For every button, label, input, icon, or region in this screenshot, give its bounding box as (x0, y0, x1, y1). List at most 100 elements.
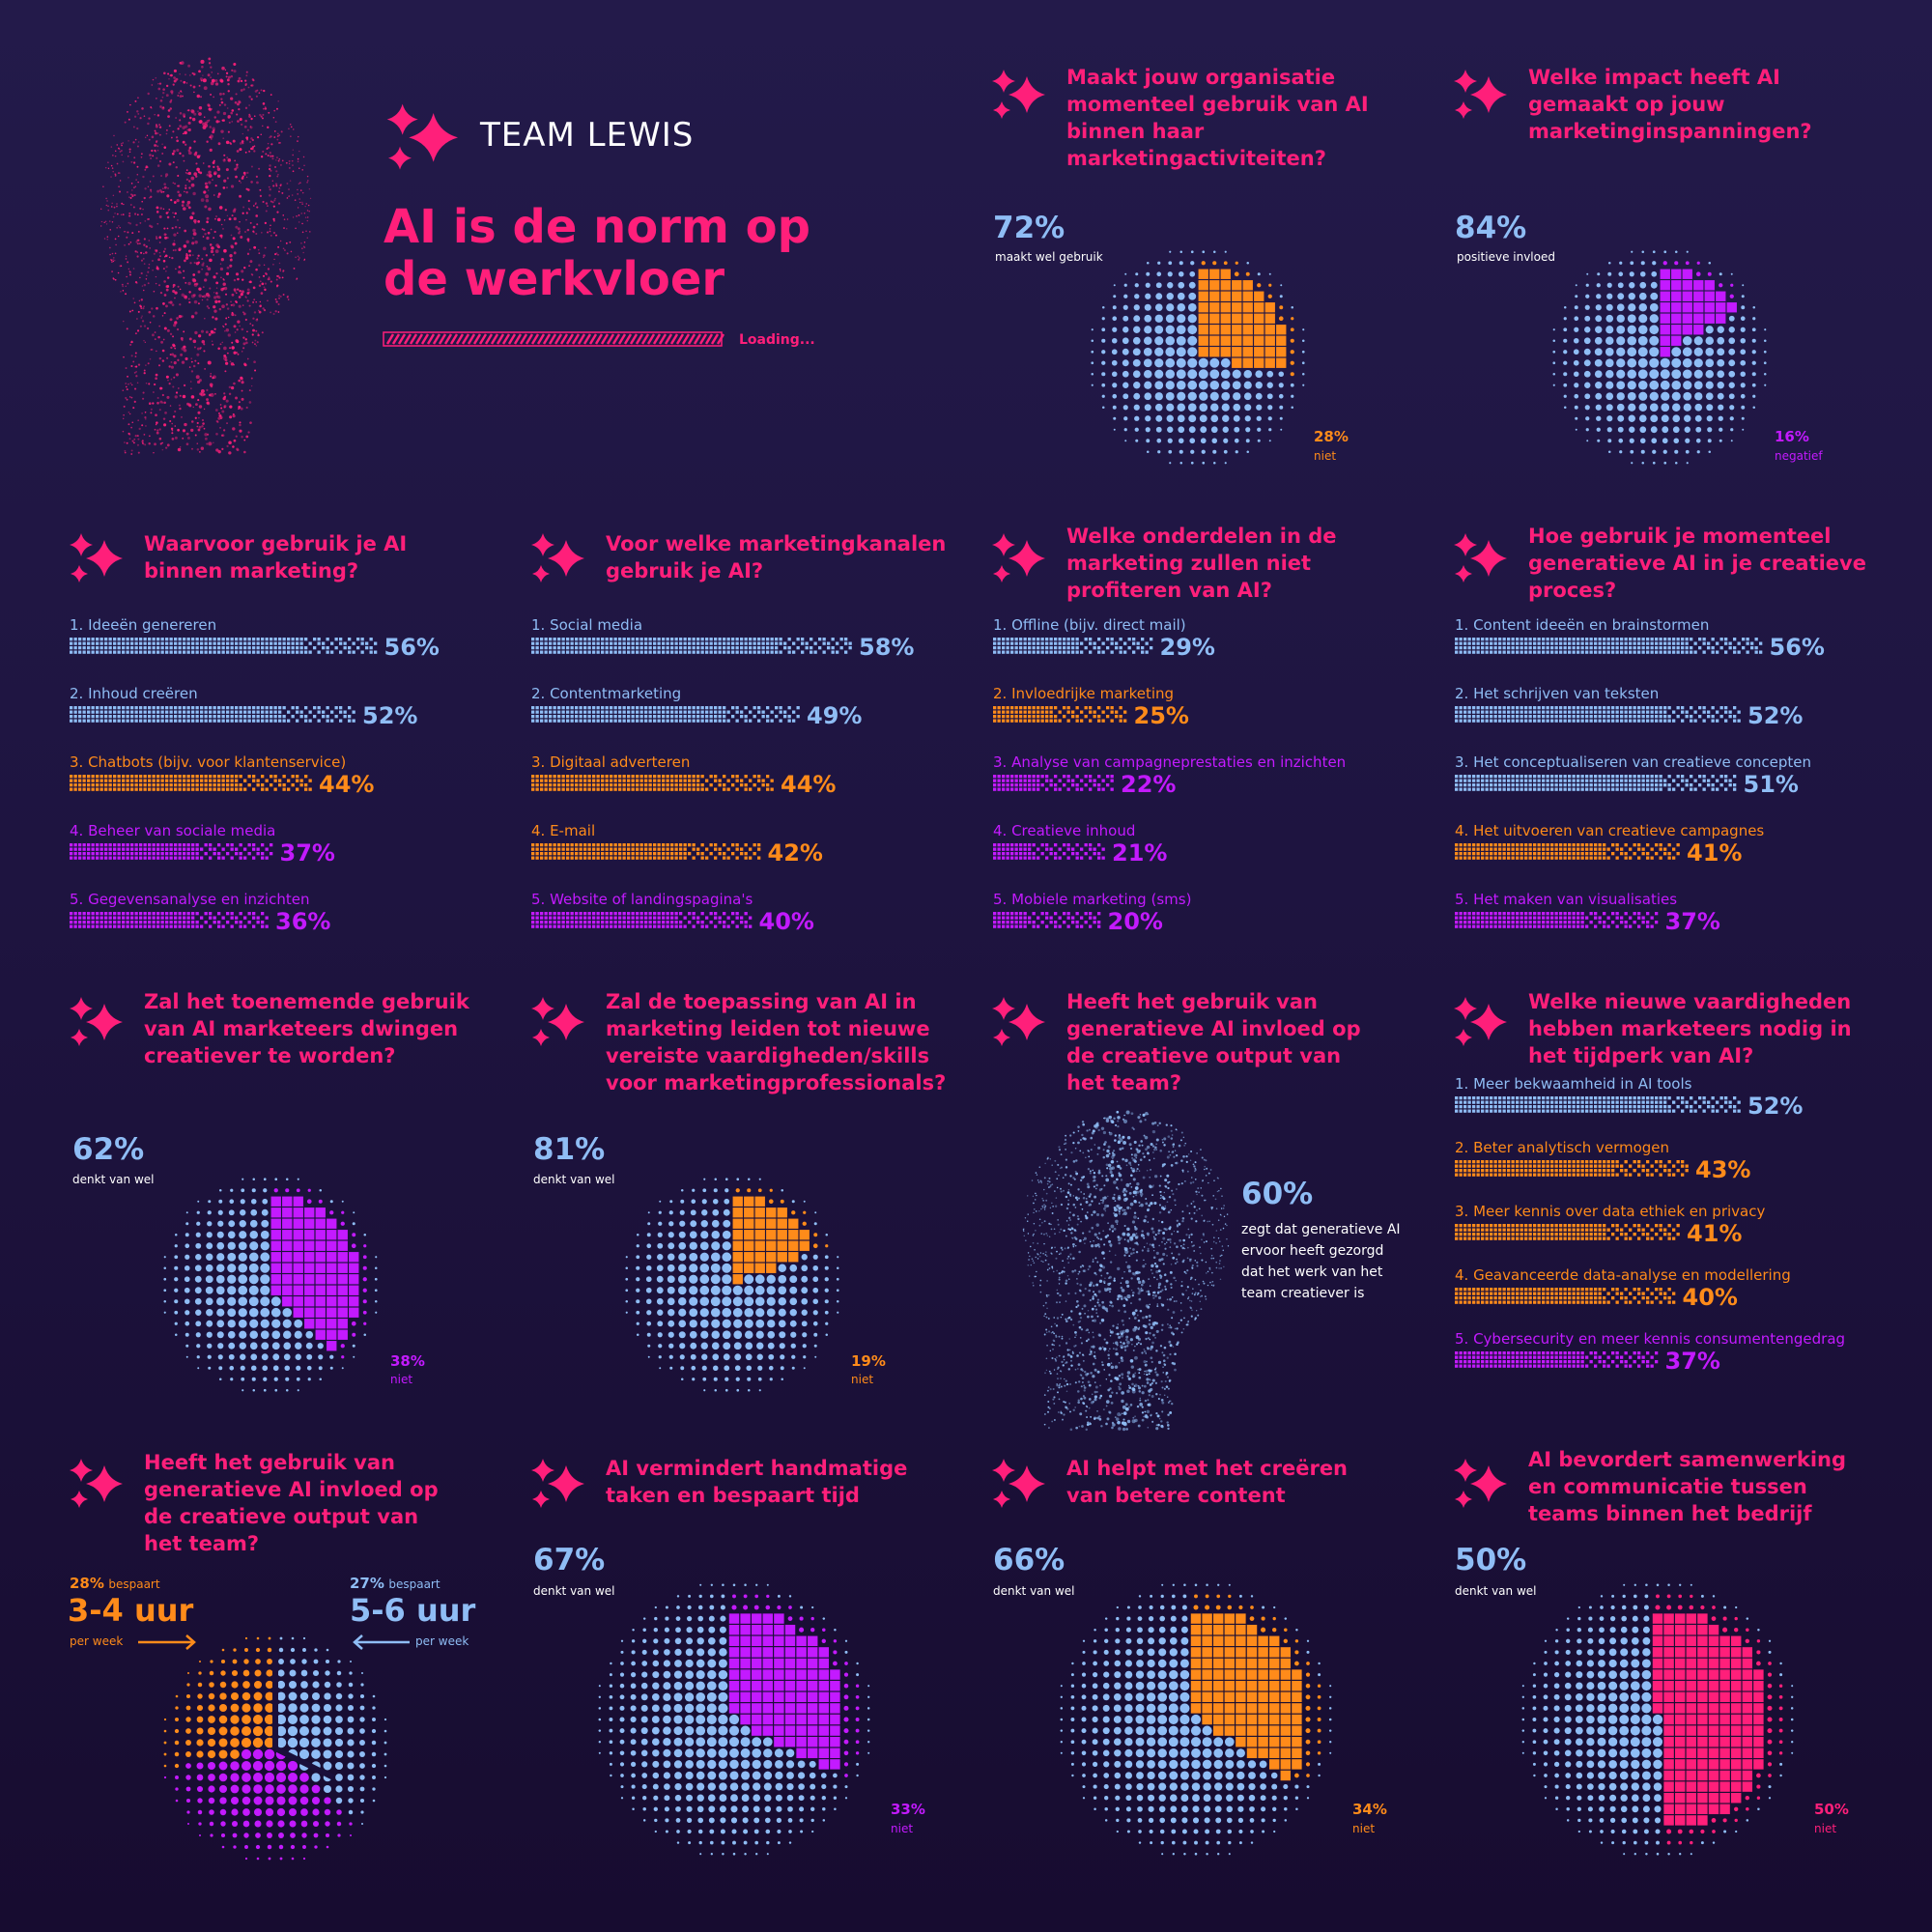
bar-cell (1485, 650, 1489, 654)
bar-cell (1045, 706, 1049, 710)
sparkle-icon (992, 533, 1045, 582)
pie-dot-main (1637, 380, 1648, 390)
bar-cell (1093, 916, 1096, 920)
face-dot (181, 339, 184, 342)
face-dot (166, 276, 170, 279)
bar-cell (195, 847, 199, 851)
face-dot (99, 225, 102, 227)
face-dot (141, 285, 144, 287)
bar-cell (113, 787, 117, 791)
face-dot (185, 356, 188, 361)
bar-cell (73, 847, 77, 851)
bar-cell (766, 775, 770, 779)
bar-cell (622, 787, 626, 791)
bar-cell (566, 710, 570, 714)
bar-cell (566, 856, 570, 860)
bar-cell (108, 921, 112, 924)
face-dot (196, 353, 200, 356)
bar-cell (299, 641, 303, 645)
bar-cell (322, 646, 326, 650)
face-dot (255, 318, 259, 322)
bar-cell (1037, 646, 1040, 650)
bar-cell (674, 847, 678, 851)
bar-cell (169, 715, 173, 719)
bar-cell (575, 783, 579, 787)
bar-cell (618, 779, 622, 782)
bar-cell (247, 715, 251, 719)
bar-cell (622, 775, 626, 779)
face-dot (160, 340, 164, 344)
bar-cell (252, 638, 256, 641)
bar-cell (648, 775, 652, 779)
face-dot (207, 231, 211, 235)
bar-cell (688, 650, 692, 654)
pie-dot-main (1594, 348, 1603, 356)
face-dot (242, 212, 244, 214)
pie-dot-main (1145, 293, 1151, 299)
pie-dot-main (1674, 461, 1678, 465)
bar-cell (304, 650, 308, 654)
face-dot (208, 307, 211, 309)
bar-cell (287, 779, 291, 782)
bar-cell (622, 641, 626, 645)
bar-cell (104, 650, 108, 654)
pie-dot-main (1113, 284, 1116, 287)
face-dot (190, 360, 193, 363)
face-dot (226, 214, 229, 217)
face-dot (114, 238, 117, 241)
pie-dot-main (1628, 414, 1635, 422)
face-dot (252, 230, 255, 233)
face-dot (132, 268, 135, 270)
face-dot (196, 347, 200, 351)
bar-cell (561, 921, 565, 924)
pie-dot-main (1210, 426, 1218, 434)
face-dot (159, 386, 163, 390)
face-dot (141, 320, 145, 323)
face-dot (296, 215, 298, 217)
face-dot (130, 449, 133, 452)
pie-dot-main (1627, 369, 1637, 380)
bar-cell (313, 706, 317, 710)
face-dot (299, 182, 301, 185)
bar-cell (636, 783, 639, 787)
pie-dot-main (1563, 338, 1568, 343)
face-dot (242, 304, 244, 306)
face-dot (156, 236, 157, 238)
face-dot (137, 181, 139, 184)
bar-cell (570, 783, 574, 787)
bar-cell (1058, 924, 1062, 928)
bar-cell (993, 779, 997, 782)
pie-dot-main (1705, 347, 1715, 356)
bar-cell (209, 650, 213, 654)
bar-cell (169, 921, 173, 924)
bar-cell (99, 787, 103, 791)
face-dot (223, 354, 227, 357)
face-dot (245, 74, 248, 77)
face-dot (154, 114, 156, 116)
bar-cell (726, 916, 730, 920)
bar-cell (1010, 710, 1014, 714)
face-dot (259, 300, 262, 303)
face-dot (165, 304, 168, 308)
bar-cell (648, 924, 652, 928)
bar-cell (700, 710, 704, 714)
pie-dot-main (1673, 438, 1680, 444)
pie-dot-main (1650, 281, 1658, 289)
bar-cell (282, 650, 286, 654)
question-title-b3: Welke onderdelen in de marketing zullen … (1066, 525, 1337, 602)
bar-cell (213, 710, 216, 714)
bar-cell (549, 638, 553, 641)
bar-cell (592, 779, 596, 782)
bar-cell (744, 641, 748, 645)
bar-cell (740, 783, 744, 787)
face-dot (225, 303, 229, 306)
bar-cell (792, 641, 796, 645)
bar-cell (126, 856, 129, 860)
bar-cell (1010, 719, 1014, 723)
bar-cell (1511, 650, 1515, 654)
bar-cell (87, 638, 91, 641)
face-dot (237, 79, 241, 83)
bar-cell (104, 916, 108, 920)
face-dot (278, 190, 280, 193)
pie-dot-main (1596, 294, 1602, 299)
